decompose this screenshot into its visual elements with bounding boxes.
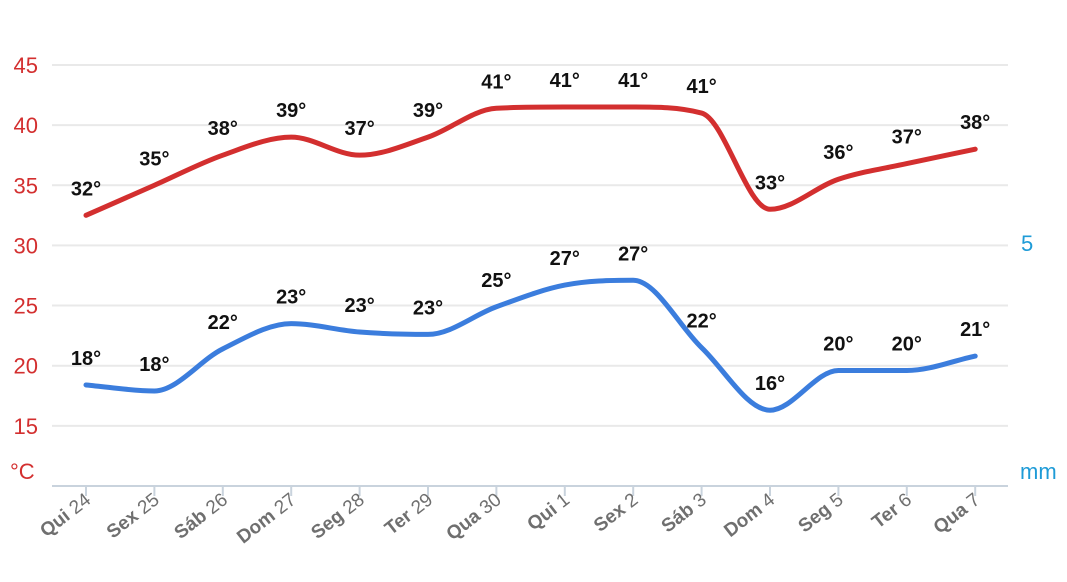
x-tick-label: Seg 5	[795, 489, 848, 537]
data-label: 27°	[618, 243, 648, 265]
data-label: 41°	[550, 70, 580, 92]
data-label: 27°	[550, 248, 580, 270]
data-label: 21°	[960, 319, 990, 341]
data-label: 23°	[344, 295, 374, 317]
x-tick-label: Ter 6	[868, 489, 916, 533]
y-axis-right: 5 mm	[1020, 231, 1057, 484]
x-tick-label: Qua 30	[443, 489, 506, 545]
data-label: 18°	[139, 354, 169, 376]
x-tick-label: Qui 1	[523, 489, 573, 535]
y-tick-label-right: 5	[1021, 231, 1033, 256]
series-line-max	[83, 104, 978, 218]
data-label: 22°	[208, 312, 238, 334]
data-label: 41°	[618, 70, 648, 92]
x-tick-label: Sáb 3	[658, 489, 711, 537]
y-tick-label: 45	[14, 53, 38, 78]
data-label: 37°	[892, 127, 922, 149]
x-tick-label: Sex 2	[590, 489, 642, 536]
data-label: 38°	[208, 118, 238, 140]
series-line-min	[83, 277, 978, 413]
data-label: 41°	[686, 76, 716, 98]
data-label: 16°	[755, 373, 785, 395]
grid-lines	[52, 63, 1008, 427]
x-tick-label: Dom 27	[233, 489, 300, 548]
data-label: 39°	[413, 100, 443, 122]
y-axis-unit-right: mm	[1020, 459, 1057, 484]
data-label: 23°	[276, 287, 306, 309]
y-tick-label: 35	[14, 173, 38, 198]
y-tick-label: 15	[14, 414, 38, 439]
data-label: 20°	[892, 334, 922, 356]
data-label: 38°	[960, 112, 990, 134]
y-tick-label: 25	[14, 294, 38, 319]
x-tick-label: Qui 24	[36, 489, 95, 542]
x-tick-label: Qua 7	[930, 489, 985, 538]
x-tick-label: Dom 4	[720, 489, 779, 542]
data-label: 32°	[71, 178, 101, 200]
y-tick-label: 30	[14, 233, 38, 258]
data-label: 35°	[139, 148, 169, 170]
y-tick-label: 40	[14, 113, 38, 138]
data-label: 23°	[413, 297, 443, 319]
data-labels: 32° 35° 38° 39° 37° 39° 41° 41° 41° 41° 33° 36° 37° 3…	[71, 70, 990, 395]
data-label: 22°	[686, 311, 716, 333]
data-label: 25°	[481, 270, 511, 292]
data-label: 20°	[823, 334, 853, 356]
data-label: 33°	[755, 172, 785, 194]
data-label: 36°	[823, 142, 853, 164]
x-tick-label: Sáb 26	[171, 489, 232, 543]
data-label: 41°	[481, 71, 511, 93]
data-label: 39°	[276, 100, 306, 122]
x-tick-label: Seg 28	[307, 489, 368, 543]
y-axis-left: 45 40 35 30 25 20 15 °C	[10, 53, 38, 484]
data-label: 18°	[71, 348, 101, 370]
x-tick-label: Sex 25	[103, 489, 163, 543]
x-axis: Qui 24 Sex 25 Sáb 26 Dom 27 Seg 28 Ter 29 Qua …	[36, 485, 1008, 548]
y-tick-label: 20	[14, 354, 38, 379]
series-lines	[83, 104, 978, 413]
x-tick-label: Ter 29	[381, 489, 437, 539]
data-label: 37°	[344, 118, 374, 140]
y-axis-unit-left: °C	[10, 459, 35, 484]
